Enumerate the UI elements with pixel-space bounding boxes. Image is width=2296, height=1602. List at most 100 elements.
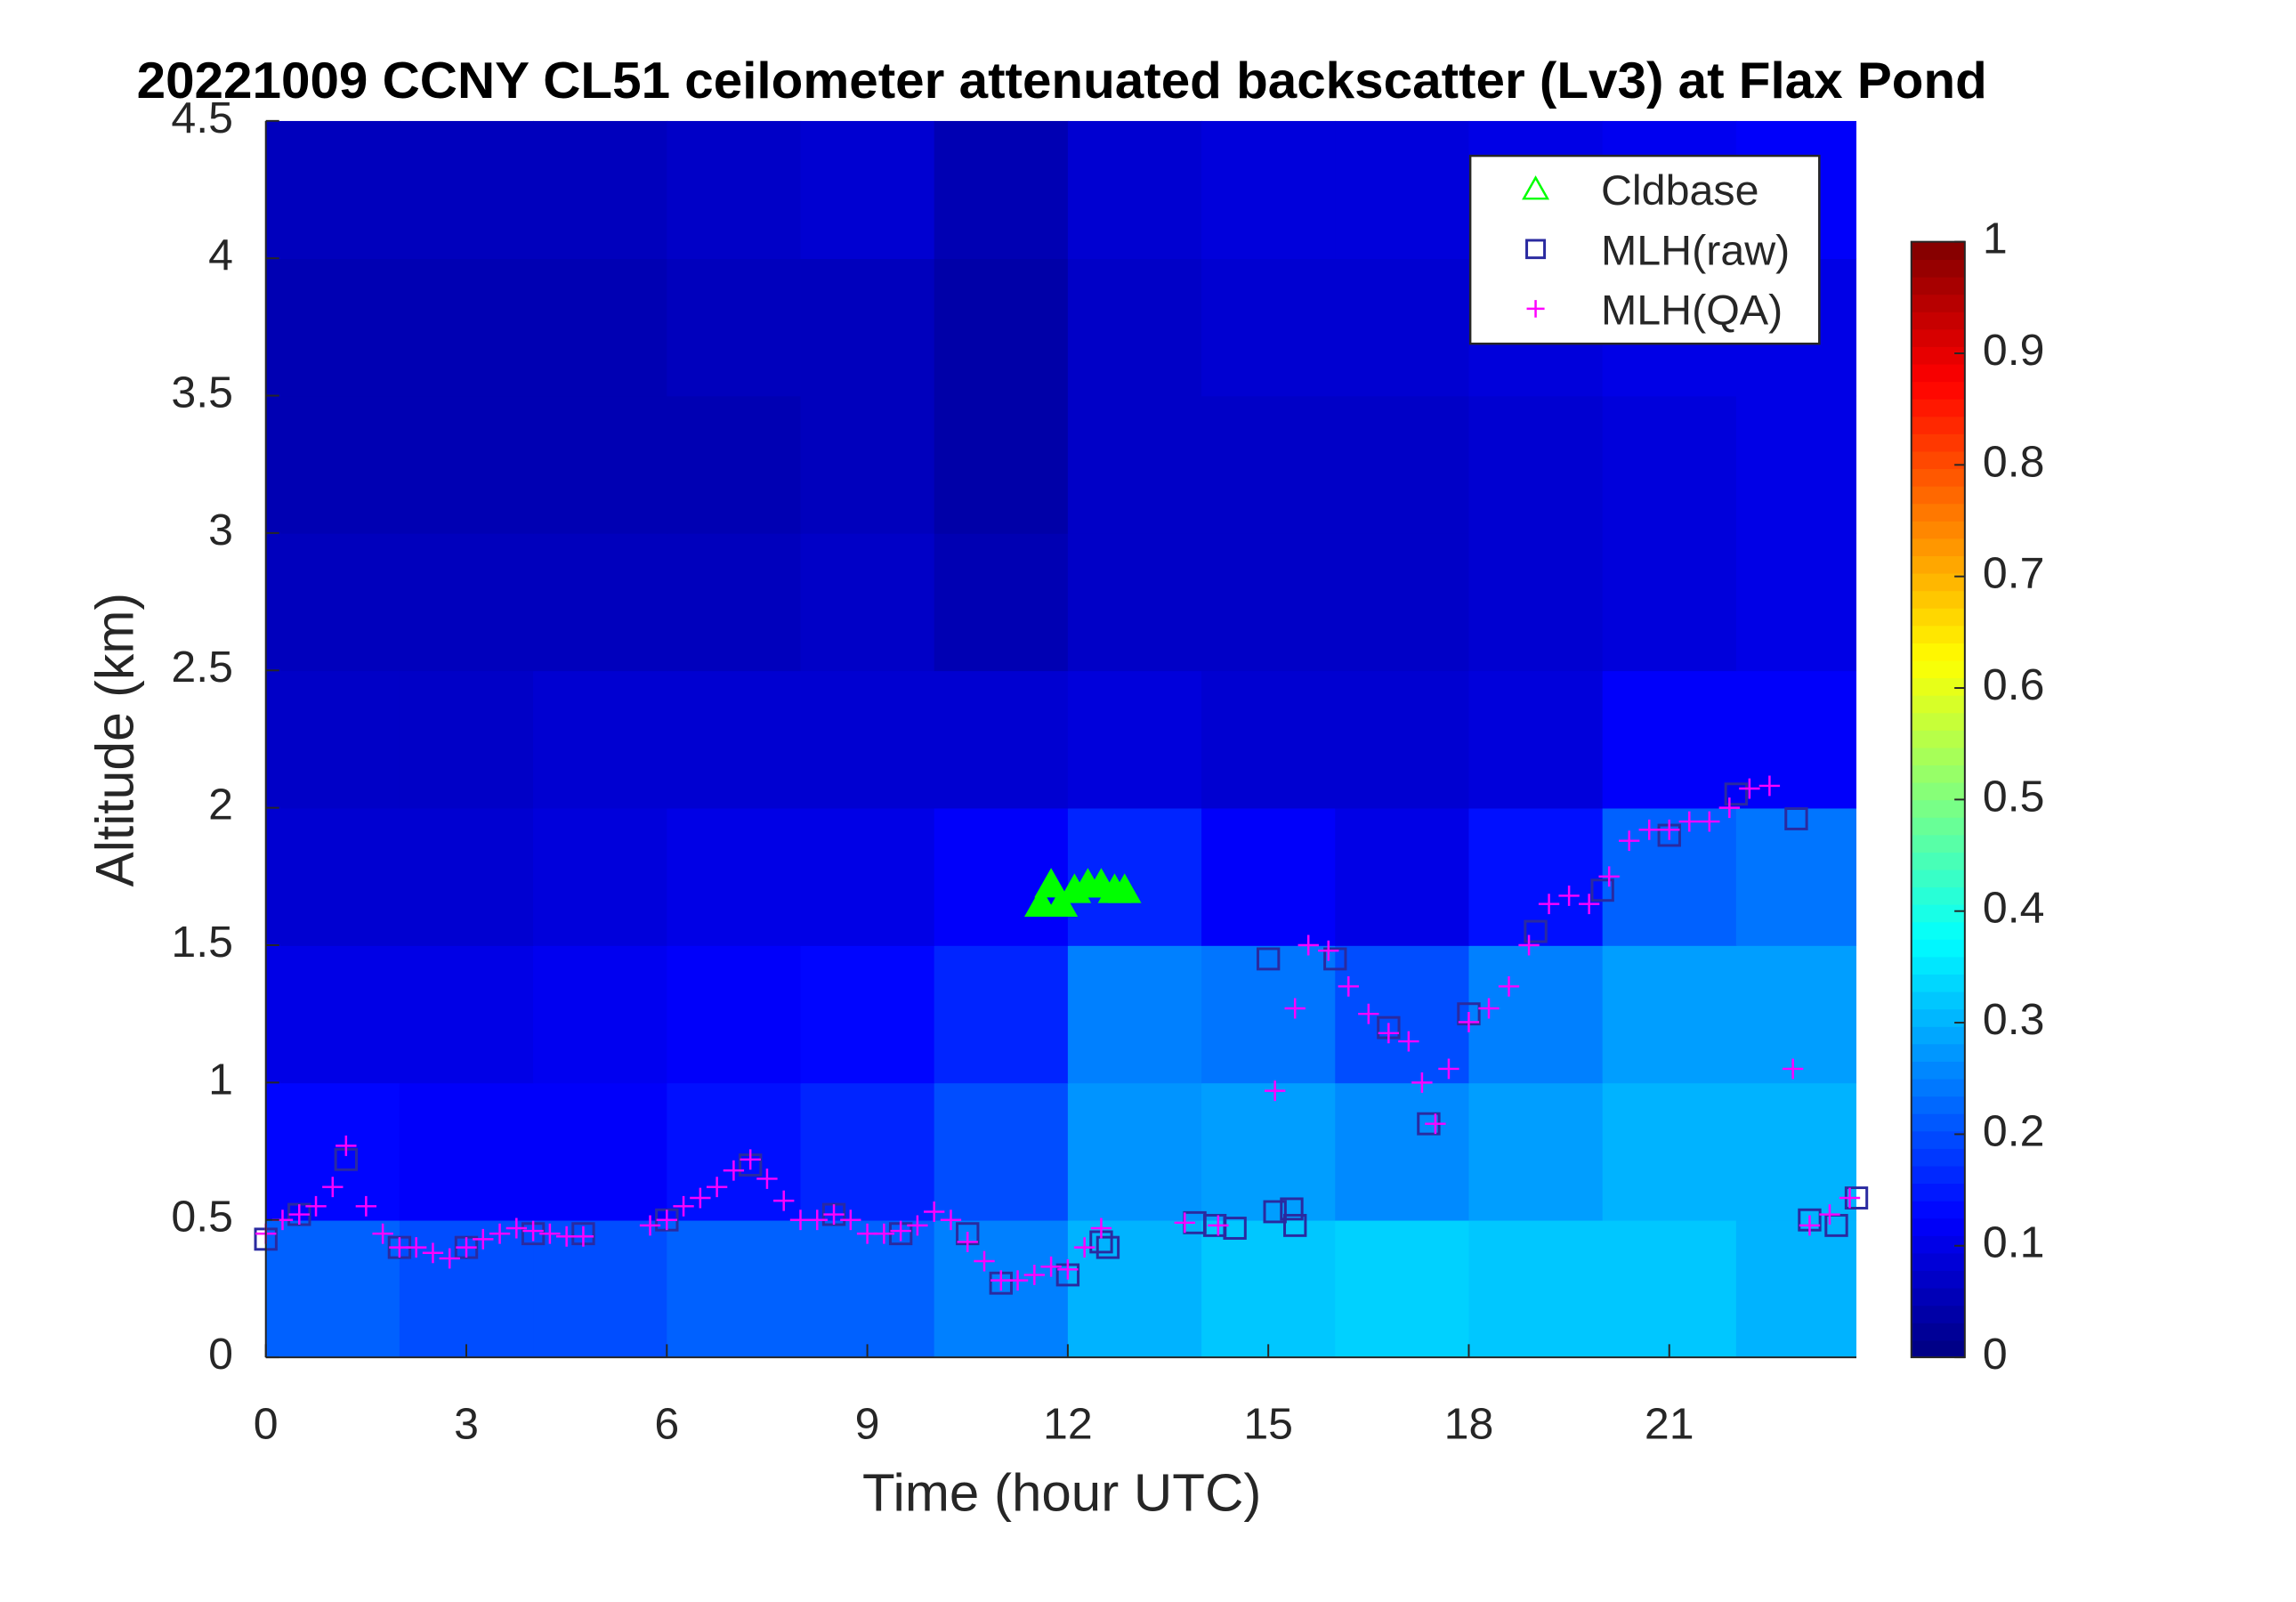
plus-marker: [1358, 1003, 1379, 1024]
colorbar-swatch: [1911, 503, 1965, 522]
heat-cell: [1735, 1219, 1857, 1358]
x-tick-label: 6: [654, 1399, 679, 1448]
colorbar-swatch: [1911, 1008, 1965, 1027]
heat-cell: [667, 395, 802, 534]
x-axis-label: Time (hour UTC): [862, 1463, 1261, 1522]
heat-cell: [667, 670, 802, 809]
colorbar-swatch: [1911, 555, 1965, 574]
heat-cell: [399, 670, 534, 809]
legend-box: [1468, 154, 1821, 345]
plus-marker: [1318, 940, 1339, 961]
heat-cell: [1201, 1219, 1337, 1358]
plus-marker: [1638, 819, 1660, 840]
y-tick-label: 4.5: [171, 93, 233, 142]
heat-cell: [1735, 670, 1857, 809]
y-tick-label: 4: [208, 231, 233, 279]
x-tick-label: 15: [1243, 1399, 1293, 1448]
plus-marker: [690, 1187, 711, 1209]
plus-marker: [355, 1195, 377, 1217]
plus-marker: [974, 1250, 995, 1272]
plus-marker: [1007, 1270, 1029, 1291]
colorbar-tick-label: 1: [1983, 214, 2008, 263]
triangle-marker: [1024, 886, 1058, 918]
heat-cell: [1067, 1082, 1202, 1221]
plus-marker: [656, 1210, 677, 1231]
plus-marker: [1478, 998, 1500, 1019]
colorbar-swatch: [1911, 1061, 1965, 1080]
colorbar-swatch: [1911, 1252, 1965, 1271]
heat-cell: [399, 532, 534, 672]
colorbar-swatch: [1911, 730, 1965, 748]
heat-cell: [1201, 120, 1337, 260]
heat-cell: [1735, 807, 1857, 946]
heat-cell: [1201, 532, 1337, 672]
colorbar-swatch: [1911, 1078, 1965, 1097]
heat-cell: [1335, 1219, 1470, 1358]
heat-cell: [1468, 807, 1604, 946]
colorbar-swatch: [1911, 450, 1965, 470]
plus-marker: [539, 1223, 561, 1244]
plus-marker: [1425, 1113, 1446, 1135]
colorbar-swatch: [1911, 1025, 1965, 1045]
triangle-marker: [1107, 873, 1142, 903]
plus-marker: [1699, 811, 1720, 832]
chart-title: 20221009 CCNY CL51 ceilometer attenuated…: [137, 53, 1987, 109]
plus-marker: [1799, 1215, 1821, 1236]
heat-cell: [1201, 670, 1337, 809]
colorbar-swatch: [1911, 1130, 1965, 1149]
plus-marker: [840, 1210, 861, 1231]
square-marker: [1784, 807, 1808, 830]
colorbar-swatch: [1911, 712, 1965, 731]
plus-marker: [1538, 894, 1560, 915]
colorbar-swatch: [1911, 433, 1965, 452]
heat-cell: [1201, 945, 1337, 1084]
colorbar-swatch: [1911, 625, 1965, 643]
colorbar-swatch: [1911, 869, 1965, 888]
colorbar-tick-label: 0.5: [1983, 772, 2045, 821]
x-tick-label: 3: [454, 1399, 479, 1448]
colorbar-swatch: [1911, 886, 1965, 905]
heat-cell: [800, 120, 935, 260]
heat-cell: [1602, 1219, 1737, 1358]
plus-marker: [489, 1223, 511, 1244]
heat-cell: [533, 1082, 668, 1221]
heat-cell: [1201, 395, 1337, 534]
heat-cell: [934, 532, 1069, 672]
heat-cell: [1067, 670, 1202, 809]
colorbar-tick-label: 0.3: [1983, 994, 2045, 1043]
colorbar-swatch: [1911, 363, 1965, 383]
plus-marker: [873, 1223, 895, 1244]
plus-marker: [1578, 894, 1600, 915]
heat-cell: [1468, 395, 1604, 534]
heat-cell: [667, 532, 802, 672]
heat-cell: [533, 395, 668, 534]
heat-cell: [800, 807, 935, 946]
heat-cell: [1602, 395, 1737, 534]
heat-cell: [399, 1082, 534, 1221]
plus-marker: [372, 1223, 393, 1244]
plus-marker: [1819, 1204, 1840, 1226]
heat-cell: [1201, 258, 1337, 397]
heat-cell: [1067, 945, 1202, 1084]
heat-cell: [265, 1219, 400, 1358]
heat-cell: [399, 807, 534, 946]
plus-marker: [1338, 975, 1359, 997]
colorbar-tick-label: 0.4: [1983, 883, 2045, 932]
heat-cell: [1602, 670, 1737, 809]
heat-cell: [265, 670, 400, 809]
x-tick-label: 12: [1043, 1399, 1093, 1448]
square-marker: [1263, 1200, 1287, 1224]
plus-marker: [890, 1220, 911, 1242]
colorbar-swatch: [1911, 276, 1965, 295]
colorbar-swatch: [1911, 903, 1965, 923]
colorbar-swatch: [1911, 1183, 1965, 1202]
colorbar-swatch: [1911, 346, 1965, 365]
plus-marker: [439, 1248, 460, 1269]
triangle-marker: [1034, 868, 1068, 898]
heat-cell: [1468, 945, 1604, 1084]
plus-marker: [1678, 811, 1700, 832]
legend-symbol: [1525, 239, 1547, 260]
heat-cell: [934, 1082, 1069, 1221]
heat-cell: [533, 807, 668, 946]
